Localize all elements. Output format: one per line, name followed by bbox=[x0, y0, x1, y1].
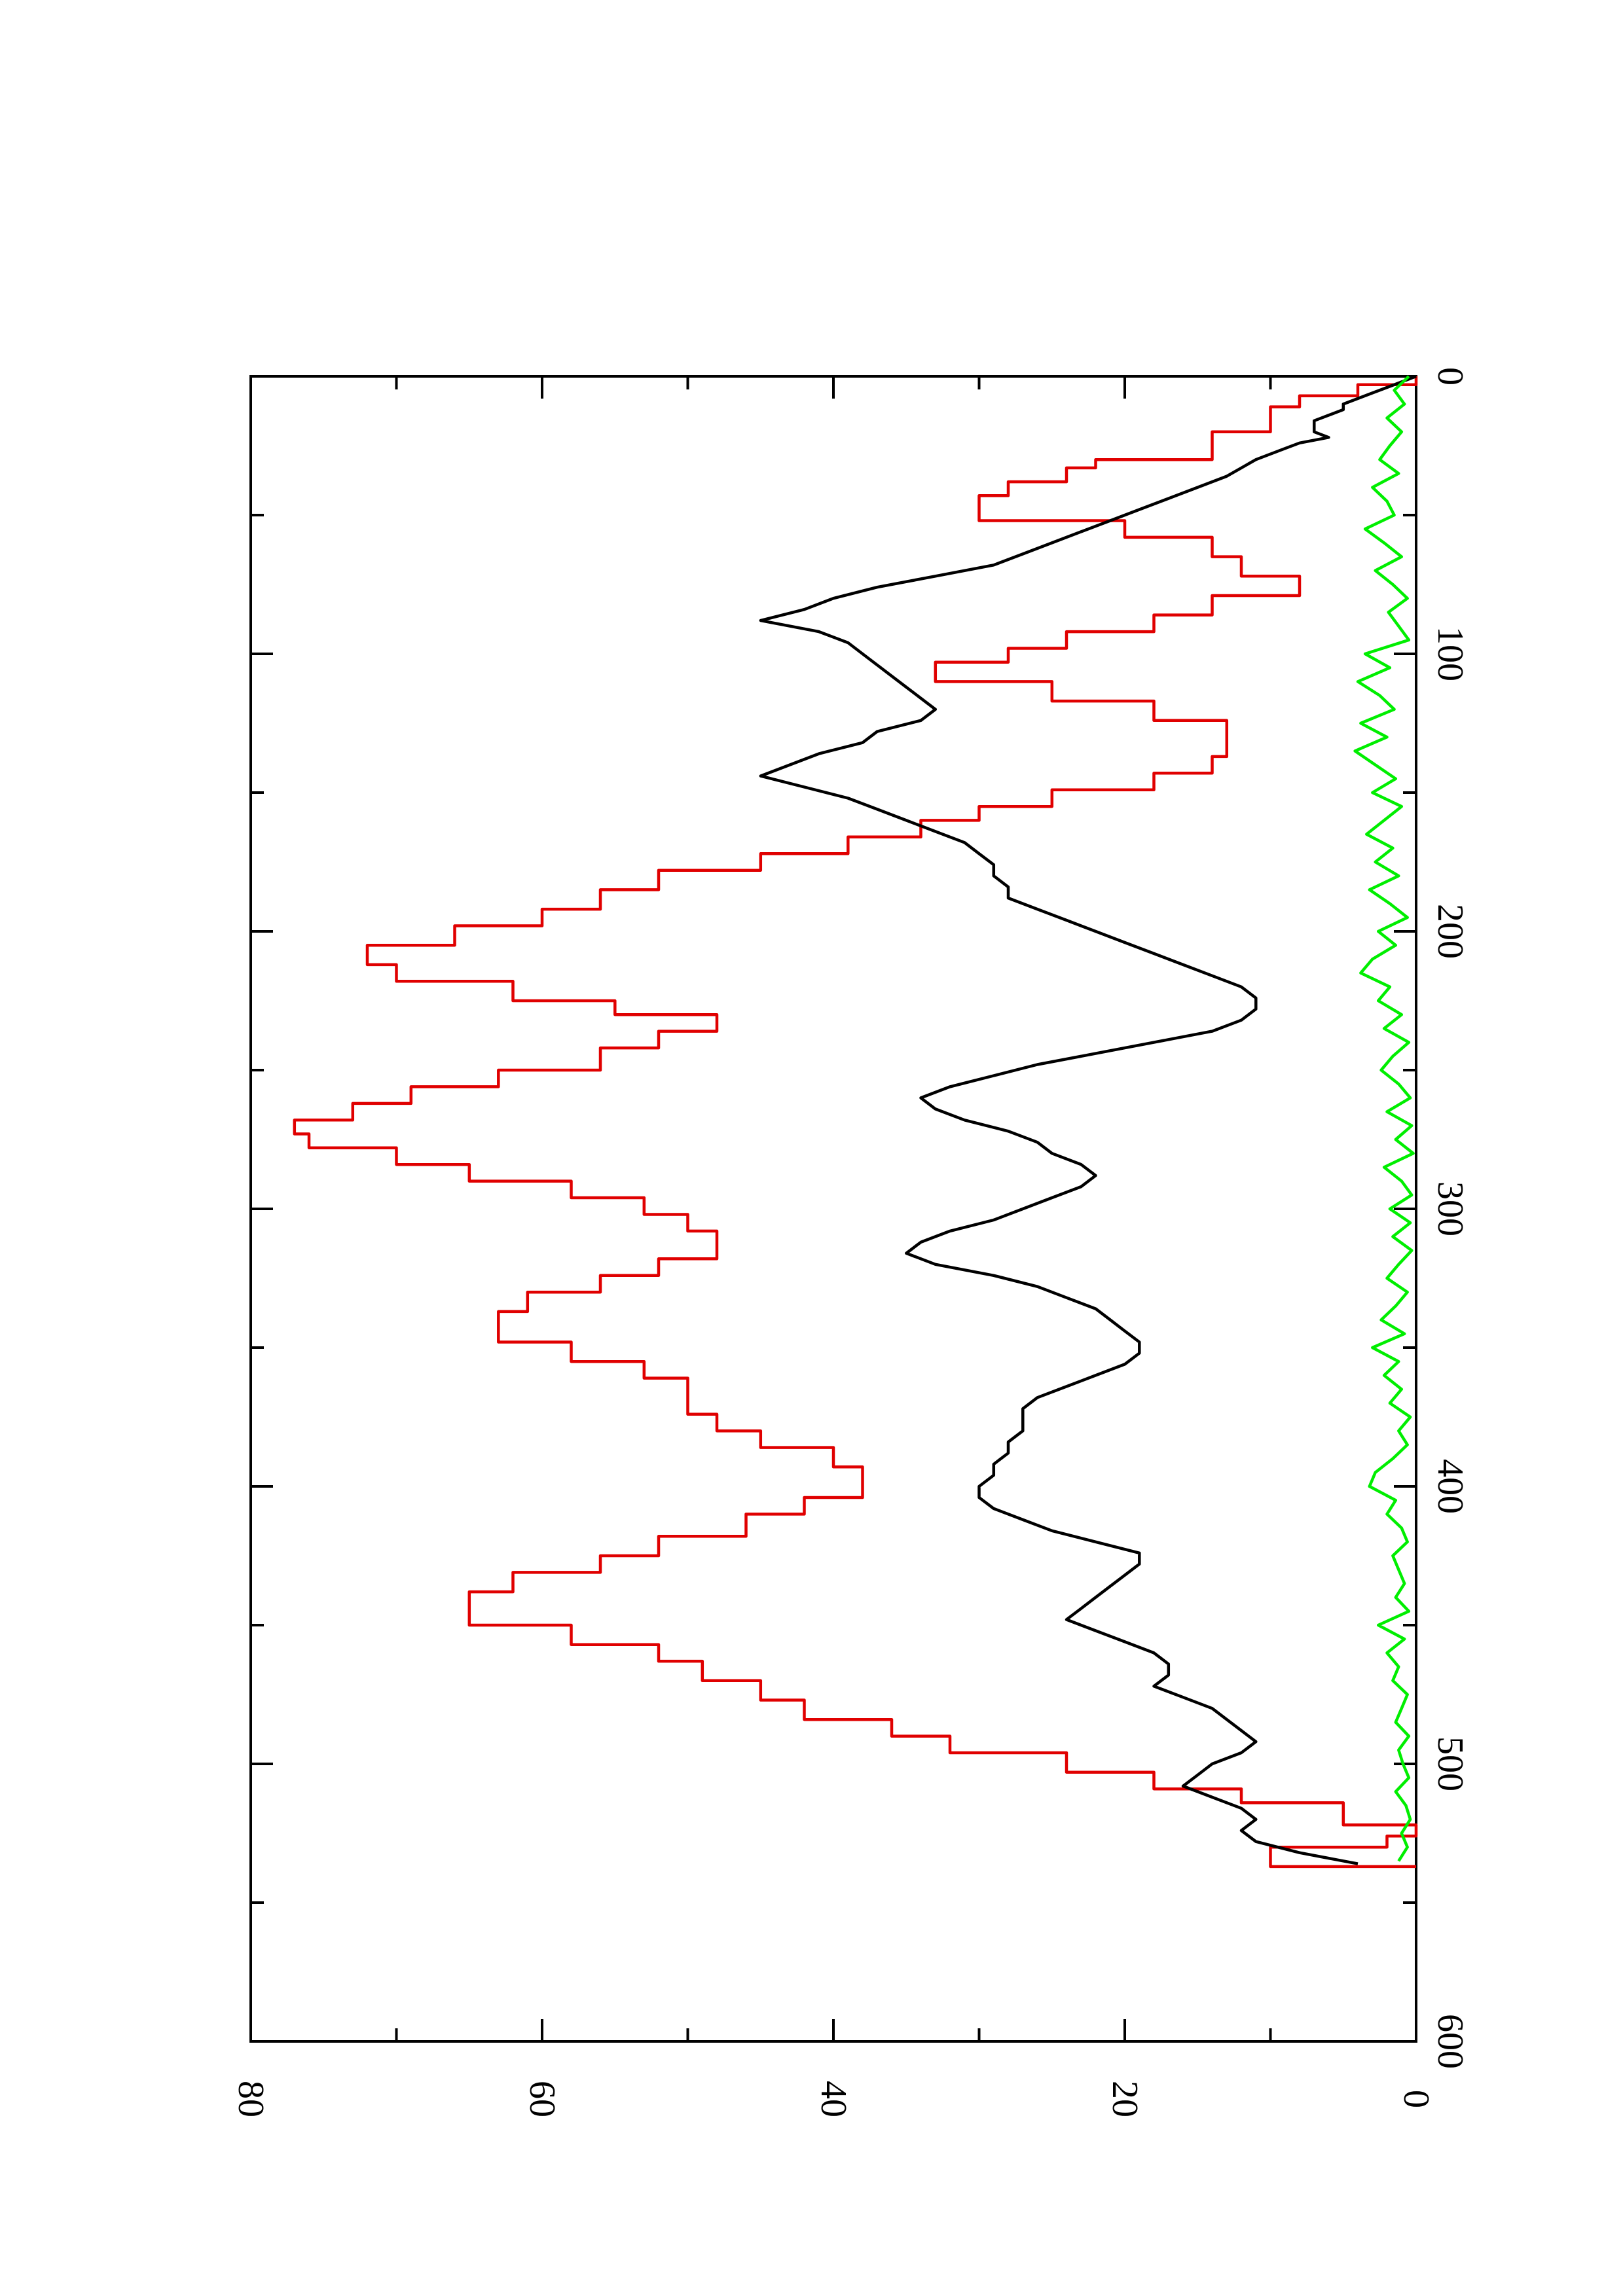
y-tick-label: 80 bbox=[230, 2081, 271, 2117]
y-axis-tick-labels: 0 20 40 60 80 bbox=[230, 2081, 1436, 2117]
x-tick-label: 400 bbox=[1430, 1459, 1470, 1514]
x-tick-label: 300 bbox=[1430, 1181, 1470, 1236]
x-tick-label: 200 bbox=[1430, 904, 1470, 959]
axis-ticks bbox=[251, 376, 1416, 2041]
x-tick-label: 100 bbox=[1430, 626, 1470, 681]
series-green-line bbox=[1353, 375, 1415, 1862]
y-tick-label: 20 bbox=[1104, 2081, 1145, 2117]
series-black-line bbox=[759, 374, 1417, 1865]
y-tick-label: 60 bbox=[522, 2081, 562, 2117]
x-tick-label: 0 bbox=[1430, 367, 1470, 386]
y-tick-label: 0 bbox=[1396, 2090, 1436, 2108]
series-red-line bbox=[293, 376, 1418, 1869]
x-axis-tick-labels: 0 100 200 300 400 500 600 bbox=[1430, 367, 1470, 2069]
y-tick-label: 40 bbox=[813, 2081, 854, 2117]
x-tick-label: 500 bbox=[1430, 1736, 1470, 1791]
series-group bbox=[293, 374, 1418, 1869]
x-tick-label: 600 bbox=[1430, 2014, 1470, 2069]
